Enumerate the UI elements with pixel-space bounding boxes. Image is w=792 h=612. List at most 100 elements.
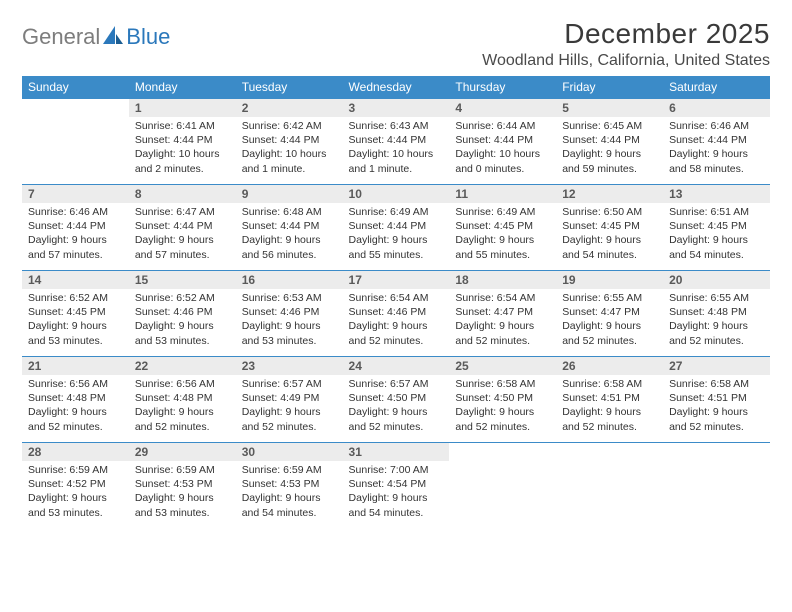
- sunset-text: Sunset: 4:44 PM: [28, 219, 123, 233]
- sunset-text: Sunset: 4:44 PM: [135, 219, 230, 233]
- calendar-table: SundayMondayTuesdayWednesdayThursdayFrid…: [22, 76, 770, 529]
- weekday-header: Tuesday: [236, 76, 343, 99]
- month-title: December 2025: [482, 18, 770, 50]
- daylight-line2: and 52 minutes.: [242, 420, 337, 434]
- daylight-line2: and 52 minutes.: [349, 334, 444, 348]
- daylight-line2: and 54 minutes.: [562, 248, 657, 262]
- daylight-line1: Daylight: 9 hours: [562, 147, 657, 161]
- daylight-line1: Daylight: 9 hours: [28, 319, 123, 333]
- sunrise-text: Sunrise: 6:44 AM: [455, 119, 550, 133]
- daylight-line1: Daylight: 9 hours: [242, 491, 337, 505]
- calendar-empty-cell: [449, 443, 556, 529]
- sunrise-text: Sunrise: 6:56 AM: [135, 377, 230, 391]
- daylight-line1: Daylight: 9 hours: [455, 319, 550, 333]
- sunrise-text: Sunrise: 6:58 AM: [669, 377, 764, 391]
- sunset-text: Sunset: 4:44 PM: [455, 133, 550, 147]
- page-header: General Blue December 2025 Woodland Hill…: [22, 18, 770, 70]
- sunrise-text: Sunrise: 6:54 AM: [349, 291, 444, 305]
- day-number: 23: [236, 357, 343, 375]
- sunset-text: Sunset: 4:45 PM: [669, 219, 764, 233]
- day-number: 31: [343, 443, 450, 461]
- location-text: Woodland Hills, California, United State…: [482, 52, 770, 70]
- day-details: Sunrise: 7:00 AMSunset: 4:54 PMDaylight:…: [343, 461, 450, 524]
- title-block: December 2025 Woodland Hills, California…: [482, 18, 770, 70]
- calendar-day-cell: 26Sunrise: 6:58 AMSunset: 4:51 PMDayligh…: [556, 357, 663, 443]
- day-details: Sunrise: 6:59 AMSunset: 4:53 PMDaylight:…: [236, 461, 343, 524]
- day-details: Sunrise: 6:45 AMSunset: 4:44 PMDaylight:…: [556, 117, 663, 180]
- sunrise-text: Sunrise: 6:52 AM: [135, 291, 230, 305]
- sunrise-text: Sunrise: 6:45 AM: [562, 119, 657, 133]
- daylight-line1: Daylight: 9 hours: [135, 233, 230, 247]
- sunset-text: Sunset: 4:44 PM: [242, 219, 337, 233]
- daylight-line2: and 52 minutes.: [669, 334, 764, 348]
- day-number: 25: [449, 357, 556, 375]
- sunrise-text: Sunrise: 6:57 AM: [242, 377, 337, 391]
- daylight-line1: Daylight: 9 hours: [455, 233, 550, 247]
- sunrise-text: Sunrise: 6:55 AM: [562, 291, 657, 305]
- calendar-day-cell: 27Sunrise: 6:58 AMSunset: 4:51 PMDayligh…: [663, 357, 770, 443]
- sunset-text: Sunset: 4:48 PM: [28, 391, 123, 405]
- daylight-line2: and 1 minute.: [349, 162, 444, 176]
- calendar-day-cell: 24Sunrise: 6:57 AMSunset: 4:50 PMDayligh…: [343, 357, 450, 443]
- sunset-text: Sunset: 4:53 PM: [135, 477, 230, 491]
- day-details: Sunrise: 6:57 AMSunset: 4:49 PMDaylight:…: [236, 375, 343, 438]
- day-number: 26: [556, 357, 663, 375]
- day-number: 18: [449, 271, 556, 289]
- daylight-line2: and 56 minutes.: [242, 248, 337, 262]
- day-number: 8: [129, 185, 236, 203]
- sunset-text: Sunset: 4:46 PM: [349, 305, 444, 319]
- calendar-day-cell: 15Sunrise: 6:52 AMSunset: 4:46 PMDayligh…: [129, 271, 236, 357]
- sunset-text: Sunset: 4:46 PM: [242, 305, 337, 319]
- daylight-line2: and 55 minutes.: [455, 248, 550, 262]
- sunset-text: Sunset: 4:52 PM: [28, 477, 123, 491]
- daylight-line1: Daylight: 9 hours: [669, 405, 764, 419]
- brand-part1: General: [22, 24, 100, 50]
- calendar-day-cell: 1Sunrise: 6:41 AMSunset: 4:44 PMDaylight…: [129, 99, 236, 185]
- day-number: 3: [343, 99, 450, 117]
- daylight-line1: Daylight: 10 hours: [242, 147, 337, 161]
- day-number: 29: [129, 443, 236, 461]
- calendar-day-cell: 6Sunrise: 6:46 AMSunset: 4:44 PMDaylight…: [663, 99, 770, 185]
- day-details: Sunrise: 6:43 AMSunset: 4:44 PMDaylight:…: [343, 117, 450, 180]
- day-details: Sunrise: 6:49 AMSunset: 4:44 PMDaylight:…: [343, 203, 450, 266]
- daylight-line1: Daylight: 9 hours: [349, 405, 444, 419]
- calendar-day-cell: 18Sunrise: 6:54 AMSunset: 4:47 PMDayligh…: [449, 271, 556, 357]
- sunrise-text: Sunrise: 6:57 AM: [349, 377, 444, 391]
- day-details: Sunrise: 6:46 AMSunset: 4:44 PMDaylight:…: [663, 117, 770, 180]
- day-number: 21: [22, 357, 129, 375]
- day-number: 14: [22, 271, 129, 289]
- daylight-line2: and 52 minutes.: [455, 334, 550, 348]
- brand-part2: Blue: [126, 24, 170, 50]
- weekday-header: Monday: [129, 76, 236, 99]
- sunset-text: Sunset: 4:51 PM: [562, 391, 657, 405]
- day-details: Sunrise: 6:42 AMSunset: 4:44 PMDaylight:…: [236, 117, 343, 180]
- calendar-day-cell: 29Sunrise: 6:59 AMSunset: 4:53 PMDayligh…: [129, 443, 236, 529]
- calendar-empty-cell: [663, 443, 770, 529]
- day-details: Sunrise: 6:58 AMSunset: 4:51 PMDaylight:…: [663, 375, 770, 438]
- weekday-header: Friday: [556, 76, 663, 99]
- sunrise-text: Sunrise: 7:00 AM: [349, 463, 444, 477]
- daylight-line2: and 53 minutes.: [242, 334, 337, 348]
- calendar-day-cell: 17Sunrise: 6:54 AMSunset: 4:46 PMDayligh…: [343, 271, 450, 357]
- daylight-line2: and 1 minute.: [242, 162, 337, 176]
- sunrise-text: Sunrise: 6:50 AM: [562, 205, 657, 219]
- sunrise-text: Sunrise: 6:51 AM: [669, 205, 764, 219]
- daylight-line1: Daylight: 9 hours: [242, 405, 337, 419]
- day-number: 13: [663, 185, 770, 203]
- daylight-line1: Daylight: 9 hours: [562, 405, 657, 419]
- daylight-line1: Daylight: 9 hours: [349, 491, 444, 505]
- daylight-line2: and 53 minutes.: [135, 506, 230, 520]
- calendar-day-cell: 20Sunrise: 6:55 AMSunset: 4:48 PMDayligh…: [663, 271, 770, 357]
- day-details: Sunrise: 6:49 AMSunset: 4:45 PMDaylight:…: [449, 203, 556, 266]
- weekday-header: Thursday: [449, 76, 556, 99]
- sunset-text: Sunset: 4:53 PM: [242, 477, 337, 491]
- weekday-header: Saturday: [663, 76, 770, 99]
- brand-logo: General Blue: [22, 18, 170, 50]
- sunrise-text: Sunrise: 6:59 AM: [135, 463, 230, 477]
- calendar-week-row: 14Sunrise: 6:52 AMSunset: 4:45 PMDayligh…: [22, 271, 770, 357]
- daylight-line1: Daylight: 10 hours: [349, 147, 444, 161]
- day-number: 17: [343, 271, 450, 289]
- daylight-line2: and 52 minutes.: [349, 420, 444, 434]
- daylight-line1: Daylight: 9 hours: [28, 405, 123, 419]
- calendar-week-row: 7Sunrise: 6:46 AMSunset: 4:44 PMDaylight…: [22, 185, 770, 271]
